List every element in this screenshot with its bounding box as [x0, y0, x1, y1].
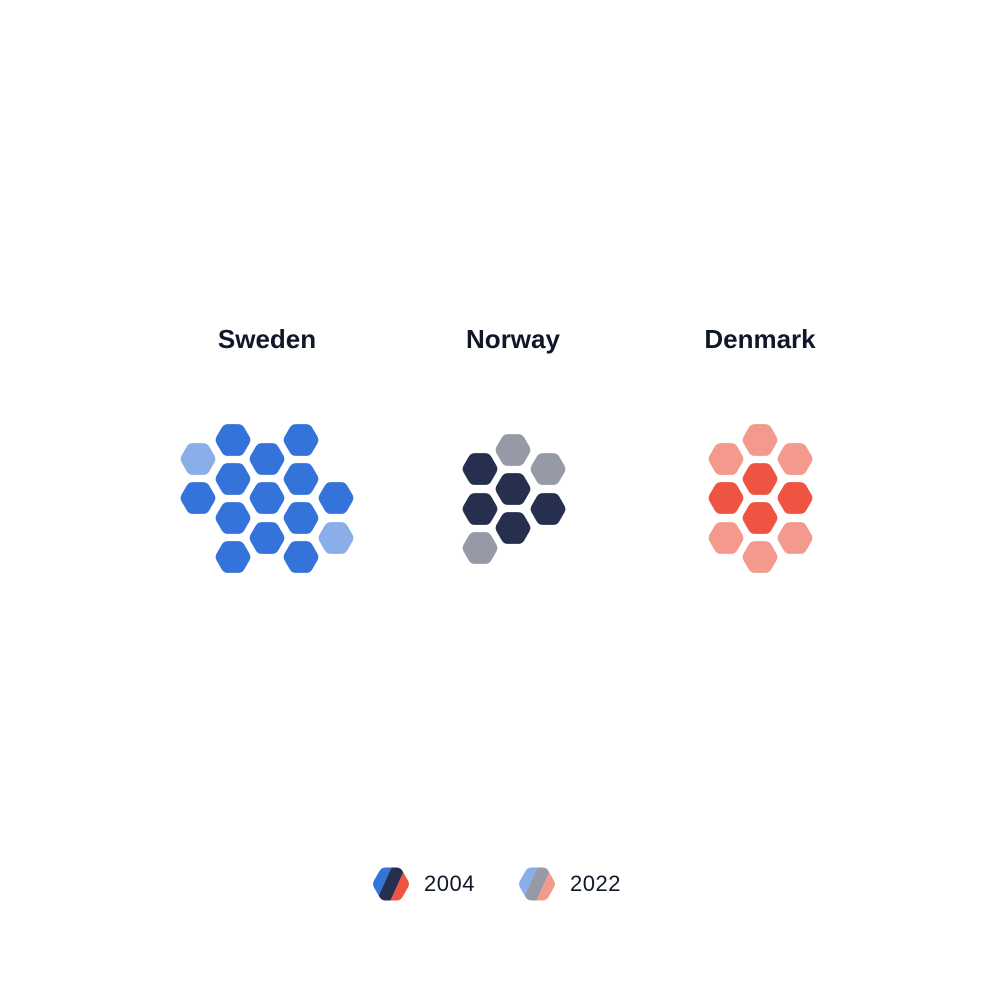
hex-sweden-2004-10: [283, 502, 319, 534]
hex-sweden-2004-8: [318, 482, 354, 514]
hex-sweden-2022-12: [318, 522, 354, 554]
hex-sweden-2004-3: [249, 443, 285, 475]
hex-norway-2004-5: [530, 493, 566, 525]
hex-sweden-2004-6: [180, 482, 216, 514]
hex-denmark-2022-1: [708, 443, 744, 475]
hex-denmark-2022-9: [742, 541, 778, 573]
hex-group-denmark: [708, 424, 813, 573]
hex-sweden-2004-14: [283, 541, 319, 573]
legend: 2004 2022: [373, 867, 621, 901]
hex-denmark-2004-6: [742, 502, 778, 534]
hex-norway-2022-0: [495, 434, 531, 466]
country-panel-norway: Norway: [462, 324, 566, 564]
country-title-denmark: Denmark: [704, 324, 816, 354]
hex-sweden-2022-2: [180, 443, 216, 475]
hex-sweden-2004-13: [215, 541, 251, 573]
hex-group-sweden: [180, 424, 354, 573]
hex-norway-2004-3: [495, 473, 531, 505]
hex-sweden-2004-7: [249, 482, 285, 514]
hex-sweden-2004-1: [283, 424, 319, 456]
hex-denmark-2004-4: [708, 482, 744, 514]
country-panel-sweden: Sweden: [180, 324, 354, 573]
hex-group-norway: [462, 434, 566, 564]
country-panel-denmark: Denmark: [704, 324, 816, 573]
hex-sweden-2004-4: [215, 463, 251, 495]
legend-stripe-1: [520, 867, 554, 901]
legend-label-2022: 2022: [570, 871, 621, 896]
hex-sweden-2004-9: [215, 502, 251, 534]
hex-norway-2022-7: [462, 532, 498, 564]
hex-sweden-2004-11: [249, 522, 285, 554]
hex-norway-2004-4: [462, 493, 498, 525]
hex-sweden-2004-5: [283, 463, 319, 495]
country-title-norway: Norway: [466, 324, 560, 354]
legend-item-2004: 2004: [373, 867, 475, 901]
hex-norway-2004-1: [462, 453, 498, 485]
country-title-sweden: Sweden: [218, 324, 316, 354]
legend-stripe-1: [374, 867, 408, 901]
hex-denmark-2022-0: [742, 424, 778, 456]
hex-norway-2004-6: [495, 512, 531, 544]
legend-label-2004: 2004: [424, 871, 475, 896]
hex-sweden-2004-0: [215, 424, 251, 456]
hex-denmark-2022-2: [777, 443, 813, 475]
hex-denmark-2004-3: [742, 463, 778, 495]
hex-norway-2022-2: [530, 453, 566, 485]
hex-denmark-2022-8: [777, 522, 813, 554]
legend-item-2022: 2022: [519, 867, 621, 901]
hex-denmark-2004-5: [777, 482, 813, 514]
hex-denmark-2022-7: [708, 522, 744, 554]
